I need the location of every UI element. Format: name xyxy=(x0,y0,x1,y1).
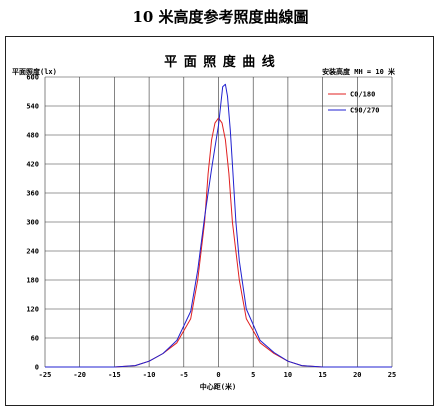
y-tick-label: 540 xyxy=(26,103,39,111)
grid xyxy=(44,76,393,368)
x-tick-label: -15 xyxy=(108,371,121,379)
x-tick-label: -25 xyxy=(39,371,52,379)
series-line-1 xyxy=(45,83,392,368)
mount-height-label: 安装高度 MH = 10 米 xyxy=(322,67,396,76)
series-lines xyxy=(45,83,392,368)
legend-label-0: C0/180 xyxy=(350,91,375,99)
x-tick-label: 10 xyxy=(284,371,292,379)
page-title: 10 米高度参考照度曲線圖 xyxy=(132,8,309,26)
chart-frame xyxy=(5,36,434,406)
y-tick-label: 300 xyxy=(26,219,39,227)
y-tick-label: 360 xyxy=(26,190,39,198)
x-tick-label: 15 xyxy=(318,371,326,379)
y-tick-label: 480 xyxy=(26,132,39,140)
x-tick-label: -5 xyxy=(180,371,188,379)
y-tick-label: 60 xyxy=(31,335,39,343)
legend: C0/180 C90/270 xyxy=(328,91,380,115)
x-tick-label: 20 xyxy=(353,371,361,379)
y-tick-label: 420 xyxy=(26,161,39,169)
tick-labels: -25 -20 -15 -10 -5 0 5 10 15 20 25 0 60 120 180 240 300 3… xyxy=(26,74,396,380)
x-tick-label: 25 xyxy=(388,371,396,379)
y-axis-label: 平面照度(lx) xyxy=(12,67,57,76)
x-tick-label: -20 xyxy=(73,371,86,379)
legend-label-1: C90/270 xyxy=(350,107,380,115)
chart-title: 平 面 照 度 曲 线 xyxy=(164,54,276,70)
x-tick-label: -10 xyxy=(143,371,156,379)
y-tick-label: 0 xyxy=(35,364,39,372)
y-tick-label: 120 xyxy=(26,306,39,314)
y-tick-label: 600 xyxy=(26,74,39,82)
y-tick-label: 180 xyxy=(26,277,39,285)
x-tick-label: 5 xyxy=(251,371,255,379)
x-tick-label: 0 xyxy=(216,371,220,379)
x-axis-label: 中心距(米) xyxy=(200,382,236,391)
y-tick-label: 240 xyxy=(26,248,39,256)
